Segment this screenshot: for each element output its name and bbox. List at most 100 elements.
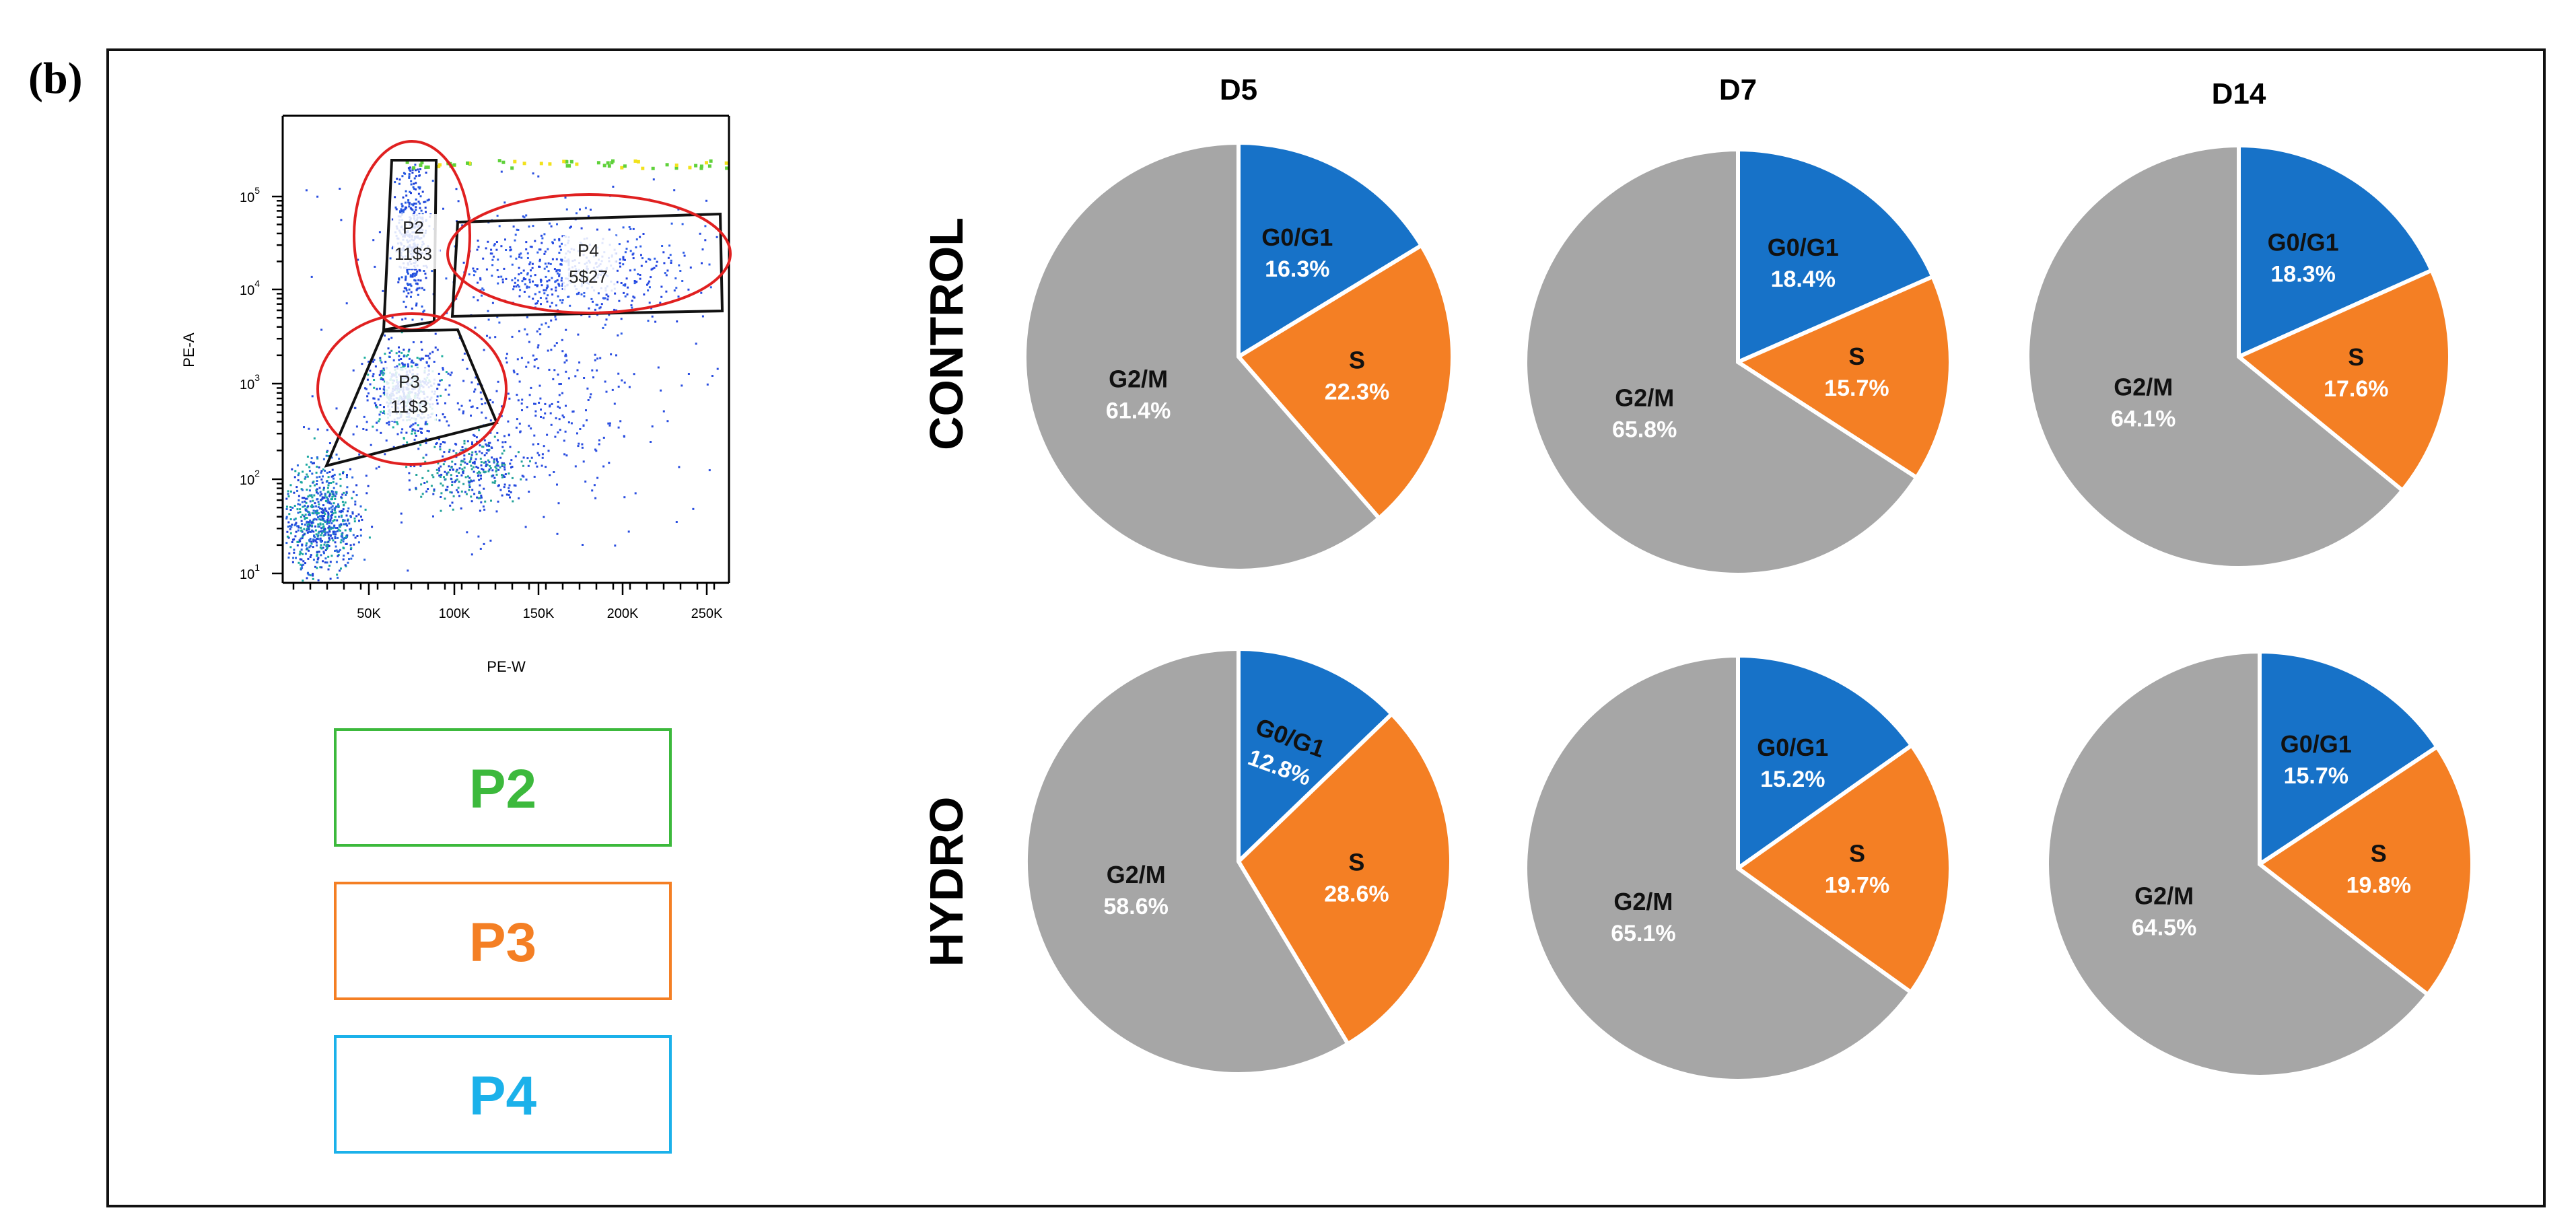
scatter-dot [301, 543, 304, 546]
scatter-dot [529, 261, 532, 264]
scatter-dot [561, 350, 564, 353]
scatter-dot [485, 443, 487, 446]
scatter-dot [517, 229, 520, 231]
scatter-dot [303, 528, 306, 530]
scatter-dot [486, 449, 489, 451]
y-tick-label: 103 [240, 372, 260, 392]
scatter-dot [463, 458, 466, 460]
scatter-dot [358, 453, 361, 456]
scatter-dot [481, 287, 484, 290]
scatter-dot [427, 364, 430, 367]
scatter-dot [337, 555, 339, 557]
scatter-dot [651, 425, 654, 428]
scatter-dot [295, 557, 297, 559]
scatter-dot [309, 574, 312, 577]
scatter-dot [376, 406, 378, 408]
scatter-dot [311, 504, 314, 507]
scatter-dot [308, 526, 310, 529]
scatter-dot [321, 530, 324, 532]
scatter-dot [304, 514, 307, 516]
scatter-dot [462, 449, 464, 452]
scatter-dot [320, 478, 323, 481]
scatter-dot [367, 374, 370, 376]
scatter-dot [330, 482, 333, 484]
scatter-dot [555, 280, 557, 283]
scatter-dot [328, 525, 330, 528]
scatter-dot [415, 273, 417, 275]
scatter-dot [564, 355, 567, 357]
scatter-dot [306, 506, 309, 509]
scatter-dot [512, 225, 515, 228]
scatter-dot [398, 359, 401, 361]
scatter-dot [306, 520, 308, 523]
scatter-dot [514, 281, 516, 284]
scatter-dot [520, 402, 523, 405]
scatter-dot [343, 503, 345, 506]
scatter-dot [525, 365, 528, 368]
scatter-dot [496, 462, 499, 465]
scatter-dot [319, 507, 322, 509]
scatter-dot [448, 424, 450, 427]
scatter-dot [425, 490, 428, 493]
scatter-dot [482, 289, 485, 291]
scatter-dot [506, 493, 508, 496]
scatter-dot [415, 288, 418, 291]
scatter-dot [446, 420, 448, 423]
saturation-dot [724, 161, 728, 165]
scatter-dot [374, 265, 376, 268]
scatter-dot [410, 180, 413, 182]
scatter-dot [358, 520, 360, 522]
scatter-dot [473, 433, 475, 436]
scatter-dot [384, 453, 386, 456]
scatter-dot [349, 515, 352, 518]
scatter-dot [504, 473, 507, 476]
scatter-dot [511, 335, 514, 338]
scatter-dot [579, 428, 582, 430]
pie-slice-g2m [2045, 649, 2431, 1079]
scatter-dot [556, 279, 559, 281]
pie-slice-name: S [2348, 343, 2364, 371]
scatter-dot [380, 372, 383, 374]
scatter-dot [325, 520, 328, 523]
scatter-dot [337, 576, 339, 579]
scatter-dot [534, 293, 536, 295]
pie-slice-value: 18.4% [1771, 267, 1836, 292]
scatter-dot [481, 468, 483, 470]
scatter-dot [471, 451, 474, 454]
scatter-dot [383, 406, 385, 409]
scatter-dot [509, 246, 512, 248]
scatter-dot [496, 431, 499, 434]
scatter-dot [489, 419, 492, 422]
scatter-dot [681, 223, 684, 225]
scatter-dot [330, 506, 333, 509]
scatter-dot [440, 473, 443, 476]
scatter-dot [326, 471, 328, 474]
pie-slice-g0g1 [1736, 653, 1915, 872]
scatter-dot [509, 496, 511, 499]
scatter-dot [319, 566, 322, 569]
scatter-dot [289, 532, 292, 534]
scatter-dot [500, 415, 503, 417]
scatter-dot [327, 476, 330, 479]
scatter-dot [536, 284, 539, 287]
scatter-dot [515, 285, 518, 288]
scatter-dot [415, 206, 417, 209]
scatter-dot [485, 452, 488, 454]
scatter-dot [674, 277, 677, 280]
scatter-dot [293, 505, 296, 507]
scatter-dot [361, 363, 363, 365]
scatter-dot [404, 317, 407, 320]
scatter-dot [418, 357, 421, 360]
gate-p3-value: 11$3 [390, 396, 428, 417]
scatter-dot [407, 365, 409, 367]
scatter-dot [617, 386, 620, 388]
scatter-dot [320, 493, 323, 495]
scatter-dot [425, 172, 427, 174]
scatter-dot [480, 474, 482, 477]
scatter-dot [464, 461, 466, 464]
scatter-dot [701, 315, 704, 318]
scatter-dot [403, 287, 406, 289]
scatter-dot [420, 209, 423, 212]
scatter-dot [408, 472, 411, 474]
scatter-dot [330, 528, 333, 530]
